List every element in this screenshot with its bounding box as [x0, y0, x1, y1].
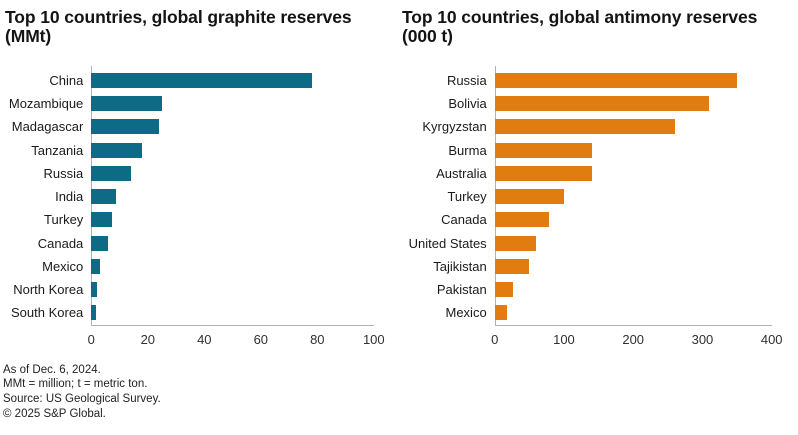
category-label: Canada: [441, 212, 487, 228]
bar: [494, 119, 675, 135]
bar: [494, 142, 592, 158]
category-label: United States: [408, 235, 487, 251]
category-label: Russia: [43, 165, 84, 181]
bar: [91, 96, 162, 112]
footnote-units: MMt = million; t = metric ton.: [3, 378, 148, 391]
x-axis-line: [91, 324, 374, 326]
x-axis-ticks: 0 100 200 300 400: [399, 332, 798, 348]
bar-row: Russia: [0, 162, 399, 185]
bar-row: Pakistan: [399, 278, 798, 301]
bar: [494, 189, 564, 205]
category-label: China: [49, 72, 84, 88]
bar-row: Mexico: [399, 301, 798, 324]
bar: [91, 165, 131, 181]
chart-unit: (000 t): [402, 25, 453, 46]
x-tick-label: 0: [491, 331, 499, 347]
chart-title-text: Top 10 countries, global graphite reserv…: [5, 6, 352, 27]
category-label: Turkey: [44, 212, 84, 228]
bar: [494, 96, 710, 112]
x-tick-label: 40: [197, 331, 212, 347]
footnotes: As of Dec. 6, 2024. MMt = million; t = m…: [3, 363, 161, 422]
bar-row: Mexico: [0, 255, 399, 278]
bar-row: Mozambique: [0, 92, 399, 115]
x-tick-label: 20: [140, 331, 156, 347]
bar-row: United States: [399, 231, 798, 254]
category-label: Russia: [446, 72, 487, 88]
chart-title: Top 10 countries, global graphite reserv…: [5, 6, 391, 46]
category-label: Mexico: [445, 305, 487, 321]
x-tick-label: 80: [310, 331, 325, 347]
bar-row: India: [0, 185, 399, 208]
bar-row: Kyrgyzstan: [399, 115, 798, 138]
bar-row: Tanzania: [0, 138, 399, 161]
bar-row: North Korea: [0, 278, 399, 301]
category-label: Tanzania: [31, 142, 84, 158]
category-label: South Korea: [11, 305, 84, 321]
bar: [91, 258, 101, 274]
category-label: Madagascar: [11, 119, 84, 135]
bar: [494, 258, 530, 274]
category-label: Canada: [37, 235, 84, 251]
bar-row: Tajikistan: [399, 255, 798, 278]
bars-area: China Mozambique Madagascar Tanzania Russia I…: [0, 69, 399, 325]
x-tick-label: 100: [362, 331, 385, 347]
category-label: Kyrgyzstan: [422, 119, 487, 135]
bars-area: Russia Bolivia Kyrgyzstan Burma Australia Tur…: [399, 69, 798, 325]
bar: [494, 282, 513, 298]
bar-row: Turkey: [399, 185, 798, 208]
bar: [494, 165, 592, 181]
x-tick-label: 100: [553, 331, 575, 347]
bar-row: China: [0, 69, 399, 92]
bar-row: Canada: [0, 231, 399, 254]
bar: [91, 235, 108, 251]
bar: [494, 72, 738, 88]
category-label: Australia: [436, 165, 487, 181]
x-tick-label: 400: [760, 331, 783, 347]
category-label: Turkey: [447, 189, 487, 205]
bar-row: Russia: [399, 69, 798, 92]
category-label: Mexico: [42, 258, 84, 274]
bar-row: Madagascar: [0, 115, 399, 138]
chart-unit: (MMt): [5, 25, 52, 46]
footnote-copyright: © 2025 S&P Global.: [3, 407, 106, 420]
chart-title: Top 10 countries, global antimony reserv…: [402, 6, 794, 46]
bar: [494, 212, 549, 228]
bar: [494, 305, 508, 321]
category-label: Burma: [448, 142, 487, 158]
bar: [91, 282, 97, 298]
bar-row: South Korea: [0, 301, 399, 324]
bar: [91, 72, 312, 88]
category-label: India: [55, 189, 84, 205]
bar-row: Turkey: [0, 208, 399, 231]
bar: [91, 305, 97, 321]
bar-row: Bolivia: [399, 92, 798, 115]
bar: [91, 119, 160, 135]
x-tick-label: 60: [253, 331, 269, 347]
x-tick-label: 0: [87, 331, 95, 347]
footnote-asof: As of Dec. 6, 2024.: [3, 363, 101, 376]
category-label: Bolivia: [448, 96, 487, 112]
bar-row: Burma: [399, 138, 798, 161]
category-label: Tajikistan: [433, 258, 487, 274]
bar: [91, 212, 112, 228]
footnote-source: Source: US Geological Survey.: [3, 393, 161, 406]
bar: [91, 189, 117, 205]
bar-row: Australia: [399, 162, 798, 185]
antimony-chart: Top 10 countries, global antimony reserv…: [399, 0, 798, 435]
category-label: Pakistan: [436, 282, 487, 298]
chart-title-text: Top 10 countries, global antimony reserv…: [402, 6, 758, 27]
x-axis-ticks: 0 20 40 60 80 100: [0, 332, 399, 348]
x-axis-line: [494, 324, 772, 326]
graphite-chart: Top 10 countries, global graphite reserv…: [0, 6, 399, 348]
category-label: North Korea: [13, 282, 84, 298]
bar: [91, 142, 143, 158]
x-tick-label: 200: [622, 331, 645, 347]
x-tick-label: 300: [691, 331, 714, 347]
bar: [494, 235, 537, 251]
bar-row: Canada: [399, 208, 798, 231]
category-label: Mozambique: [8, 96, 84, 112]
